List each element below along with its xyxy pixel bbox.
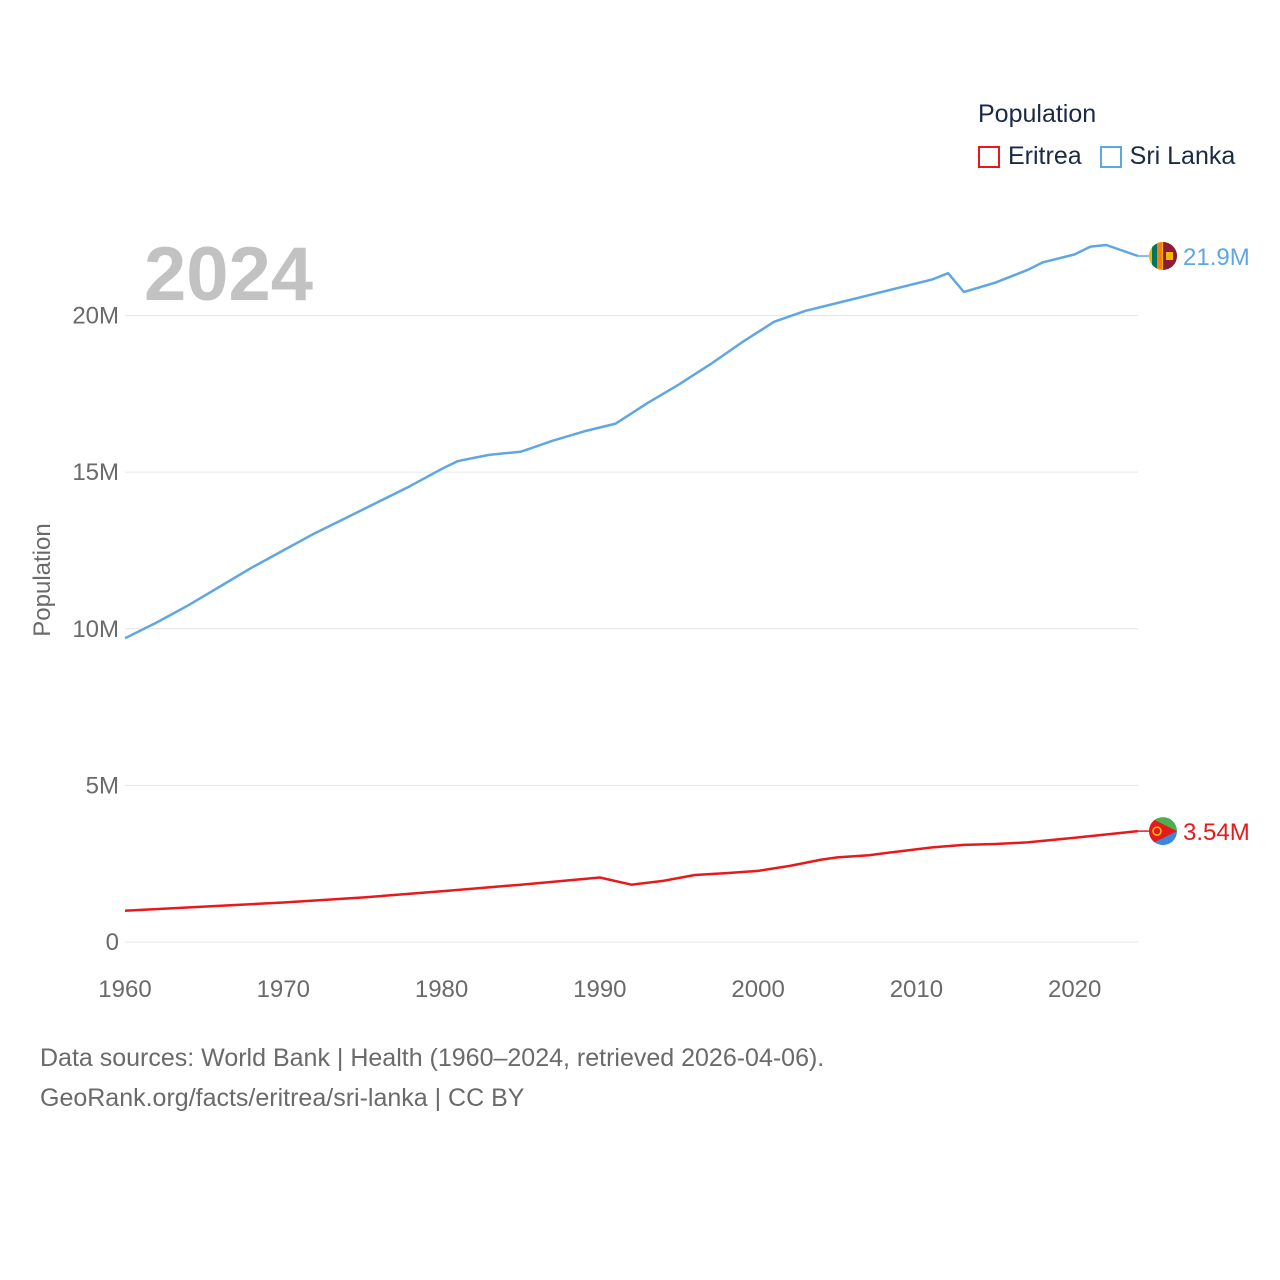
y-tick-label: 0 xyxy=(106,929,119,956)
gridlines xyxy=(125,315,1138,943)
y-axis-label: Population xyxy=(29,523,56,636)
x-tick-label: 1990 xyxy=(573,976,626,1003)
end-label-sri-lanka: 21.9M xyxy=(1183,244,1250,271)
legend-item-sri-lanka[interactable]: Sri Lanka xyxy=(1099,142,1236,171)
legend-label-sri-lanka: Sri Lanka xyxy=(1129,142,1236,170)
y-tick-label: 5M xyxy=(86,772,119,799)
x-tick-label: 1970 xyxy=(257,976,310,1003)
x-tick-label: 2010 xyxy=(890,976,943,1003)
legend-swatch-sri-lanka xyxy=(1099,145,1122,168)
x-tick-label: 2000 xyxy=(731,976,784,1003)
y-tick-label: 15M xyxy=(72,459,119,486)
legend-item-eritrea[interactable]: Eritrea xyxy=(978,142,1082,171)
end-label-eritrea: 3.54M xyxy=(1183,819,1250,846)
sri-lanka-flag-icon xyxy=(1138,242,1177,270)
x-tick-label: 1980 xyxy=(415,976,468,1003)
series-line-eritrea[interactable] xyxy=(124,829,1139,912)
footer-attribution[interactable]: GeoRank.org/facts/eritrea/sri-lanka | CC… xyxy=(40,1084,525,1112)
legend-swatch-eritrea xyxy=(978,145,1000,168)
y-axis-ticks: 0 5M 10M 15M 20M xyxy=(72,303,119,956)
year-watermark: 2024 xyxy=(144,232,313,317)
x-tick-label: 2020 xyxy=(1048,976,1101,1003)
legend: Eritrea Sri Lanka xyxy=(978,142,1253,171)
y-tick-label: 10M xyxy=(72,616,119,643)
legend-title: Population xyxy=(978,100,1097,128)
series-line-sri-lanka[interactable] xyxy=(124,243,1139,640)
eritrea-flag-icon xyxy=(1138,817,1177,846)
x-tick-label: 1960 xyxy=(98,976,151,1003)
y-tick-label: 20M xyxy=(72,303,119,330)
x-axis-ticks: 1960 1970 1980 1990 2000 2010 2020 xyxy=(98,976,1101,1003)
series-lines xyxy=(124,243,1139,912)
legend-label-eritrea: Eritrea xyxy=(1008,142,1082,170)
footer-sources: Data sources: World Bank | Health (1960–… xyxy=(40,1044,825,1072)
series-end-markers: 3.54M 21.9M xyxy=(1138,242,1250,846)
